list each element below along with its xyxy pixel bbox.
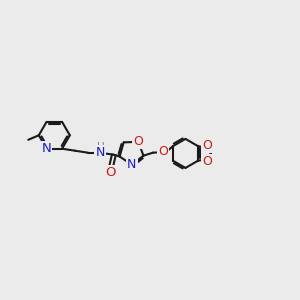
Text: N: N — [127, 158, 136, 171]
Text: N: N — [95, 146, 105, 159]
Text: O: O — [202, 155, 212, 168]
Text: O: O — [158, 145, 168, 158]
Text: O: O — [134, 135, 143, 148]
Text: N: N — [42, 142, 51, 155]
Text: O: O — [202, 139, 212, 152]
Text: O: O — [106, 166, 116, 179]
Text: H: H — [97, 142, 105, 152]
